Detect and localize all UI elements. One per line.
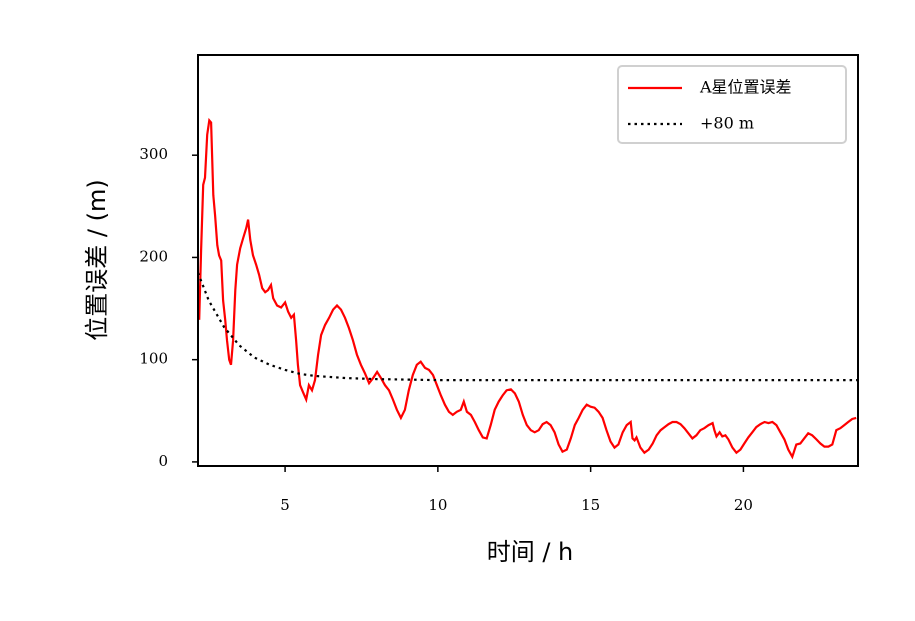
y-tick-label: 200	[139, 247, 168, 265]
series-line	[198, 117, 857, 460]
y-tick-label: 300	[139, 145, 168, 163]
legend-label: +80 m	[700, 114, 754, 133]
legend-label: A星位置误差	[699, 78, 792, 97]
x-axis-label: 时间 / h	[487, 538, 574, 566]
x-tick-label: 5	[280, 496, 290, 514]
y-tick-label: 100	[139, 350, 168, 368]
x-tick-label: 10	[428, 496, 447, 514]
y-axis-label: 位置误差 / (m)	[83, 179, 111, 340]
plot-frame	[197, 54, 859, 467]
x-tick-label: 15	[581, 496, 600, 514]
series-line	[198, 272, 858, 382]
y-tick-label: 0	[158, 452, 168, 470]
x-tick-label: 20	[734, 496, 753, 514]
